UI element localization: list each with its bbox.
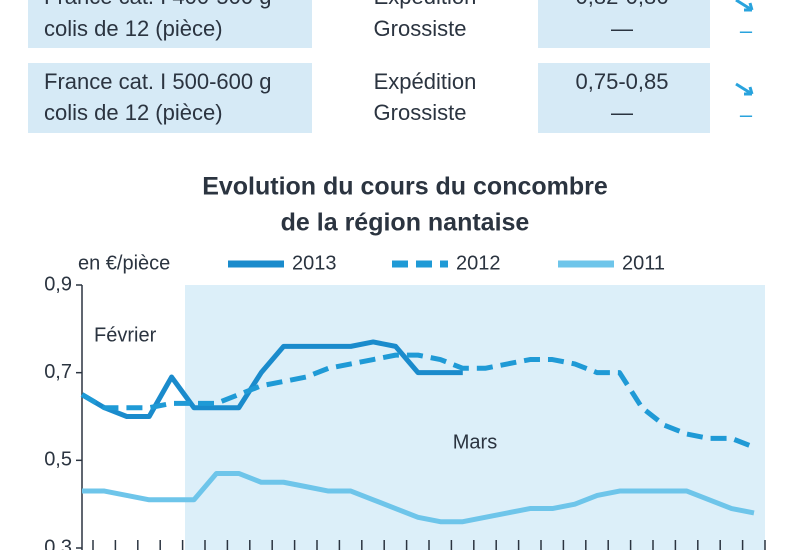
cell-text: colis de 12 (pièce) bbox=[44, 100, 223, 125]
cell-text: France cat. I 400-500 g bbox=[44, 0, 271, 9]
cell-text: 0,75-0,85 bbox=[576, 69, 669, 94]
cell-text: Grossiste bbox=[374, 100, 467, 125]
y-axis-label: en €/pièce bbox=[78, 252, 170, 274]
y-tick-label: 0,3 bbox=[44, 536, 72, 550]
cell-text: colis de 12 (pièce) bbox=[44, 16, 223, 41]
legend-label: 2013 bbox=[292, 252, 337, 274]
annotation: Février bbox=[94, 324, 157, 346]
chart-title: de la région nantaise bbox=[281, 209, 530, 237]
cell-bg bbox=[538, 63, 710, 133]
period-bg bbox=[185, 285, 765, 550]
series-line bbox=[82, 470, 755, 525]
annotation: Mars bbox=[453, 431, 497, 453]
cell-text: — bbox=[611, 100, 633, 125]
trend-text: – bbox=[740, 102, 753, 127]
y-tick-label: 0,9 bbox=[44, 273, 72, 295]
cell-text: Grossiste bbox=[374, 16, 467, 41]
y-tick-label: 0,5 bbox=[44, 449, 72, 471]
cell-bg bbox=[28, 0, 312, 48]
cell-text: Expédition bbox=[374, 0, 477, 9]
cell-bg bbox=[28, 63, 312, 133]
legend-label: 2011 bbox=[622, 252, 665, 274]
series-line bbox=[80, 339, 463, 419]
trend-arrow bbox=[735, 82, 754, 96]
cell-text: Expédition bbox=[374, 69, 477, 94]
cell-bg bbox=[538, 0, 710, 48]
trend-arrow bbox=[735, 0, 754, 12]
chart-title: Evolution du cours du concombre bbox=[202, 173, 608, 201]
y-tick-label: 0,7 bbox=[44, 361, 72, 383]
cell-text: — bbox=[611, 16, 633, 41]
trend-text: – bbox=[740, 18, 753, 43]
series-line bbox=[80, 352, 755, 450]
cell-text: 0,82-0,86 bbox=[576, 0, 669, 9]
legend-label: 2012 bbox=[456, 252, 501, 274]
cell-text: France cat. I 500-600 g bbox=[44, 69, 271, 94]
